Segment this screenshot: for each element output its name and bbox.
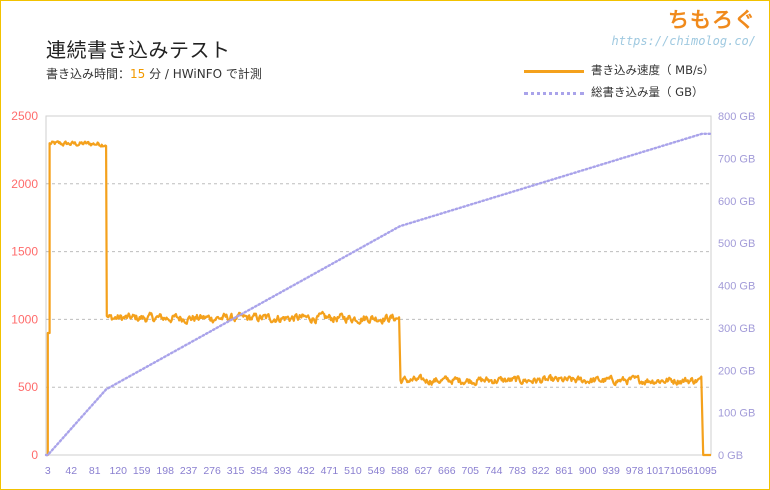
subtitle-suffix: 分 / HWiNFO で計測 <box>145 67 262 81</box>
legend-label-write-speed: 書き込み速度（ MB/s） <box>591 63 715 77</box>
x-tick-label: 120 <box>109 465 127 477</box>
plot-area <box>45 115 712 456</box>
subtitle-prefix: 書き込み時間： <box>46 67 131 81</box>
x-tick-label: 354 <box>250 465 268 477</box>
y-right-tick-label: 200 GB <box>718 365 755 377</box>
x-tick-label: 1095 <box>693 465 717 477</box>
x-tick-label: 705 <box>462 465 480 477</box>
y-left-tick-label: 1000 <box>11 312 38 326</box>
x-tick-label: 276 <box>203 465 221 477</box>
x-tick-label: 237 <box>180 465 198 477</box>
x-tick-label: 510 <box>344 465 362 477</box>
legend-swatch-total-written <box>524 92 584 95</box>
x-tick-label: 549 <box>368 465 386 477</box>
y-left-tick-label: 2500 <box>11 109 38 123</box>
x-tick-label: 666 <box>438 465 456 477</box>
y-right-tick-label: 400 GB <box>718 281 755 293</box>
x-tick-label: 81 <box>89 465 101 477</box>
series-line-write-speed <box>46 140 711 457</box>
x-tick-label: 939 <box>602 465 620 477</box>
x-tick-label: 978 <box>626 465 644 477</box>
x-tick-label: 159 <box>133 465 151 477</box>
y-right-tick-label: 0 GB <box>718 450 743 462</box>
legend-swatch-write-speed <box>524 70 584 73</box>
x-tick-label: 42 <box>65 465 77 477</box>
brand-name: ちもろぐ <box>668 8 756 32</box>
x-tick-label: 1017 <box>646 465 670 477</box>
series-line-total-written <box>44 132 713 457</box>
y-right-tick-label: 100 GB <box>718 408 755 420</box>
x-tick-label: 198 <box>156 465 174 477</box>
x-tick-label: 315 <box>227 465 245 477</box>
x-tick-label: 744 <box>485 465 503 477</box>
brand-logo: ちもろぐ https://chimolog.co/ <box>612 4 757 48</box>
y-left-tick-label: 1500 <box>11 245 38 259</box>
x-tick-label: 900 <box>579 465 597 477</box>
y-left-tick-label: 2000 <box>11 177 38 191</box>
y-right-tick-label: 300 GB <box>718 323 755 335</box>
legend-label-total-written: 総書き込み量（ GB） <box>591 85 704 99</box>
y-left-tick-label: 0 <box>31 448 38 462</box>
y-right-tick-label: 800 GB <box>718 111 755 123</box>
x-tick-label: 861 <box>555 465 573 477</box>
y-left-tick-label: 500 <box>18 380 38 394</box>
x-tick-label: 822 <box>532 465 550 477</box>
x-tick-label: 1056 <box>670 465 694 477</box>
x-tick-label: 471 <box>321 465 339 477</box>
x-tick-label: 432 <box>297 465 315 477</box>
brand-url: https://chimolog.co/ <box>611 34 757 48</box>
y-right-tick-label: 700 GB <box>718 153 755 165</box>
x-tick-label: 783 <box>508 465 526 477</box>
subtitle-duration: 15 <box>130 67 146 81</box>
y-right-tick-label: 500 GB <box>718 238 755 250</box>
chart-title: 連続書き込みテスト <box>46 38 231 62</box>
x-tick-label: 588 <box>391 465 409 477</box>
x-tick-label: 393 <box>274 465 292 477</box>
x-tick-label: 627 <box>415 465 433 477</box>
chart-subtitle: 書き込み時間：15 分 / HWiNFO で計測 <box>46 65 262 82</box>
y-right-tick-label: 600 GB <box>718 196 755 208</box>
x-tick-label: 3 <box>45 465 51 477</box>
